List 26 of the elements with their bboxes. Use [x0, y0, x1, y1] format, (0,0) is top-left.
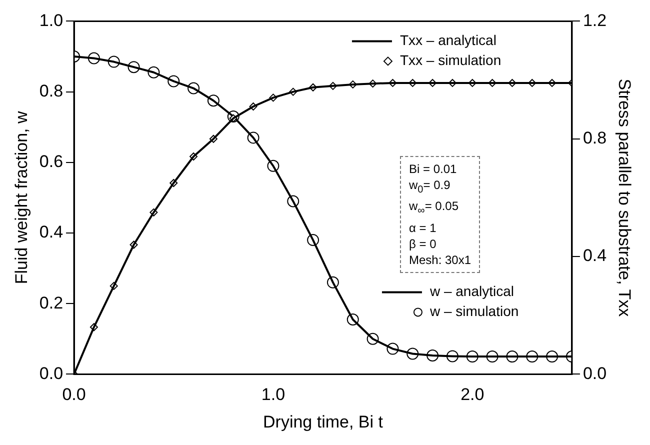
legend-label: Txx – analytical: [400, 32, 496, 48]
annotation: Bi = 0.01: [409, 161, 458, 177]
annotation: Mesh: 30x1: [409, 252, 472, 268]
y-tick-label: 1.0: [39, 10, 64, 30]
x-tick-label: 0.0: [62, 385, 86, 404]
y2-tick-label: 0.8: [582, 128, 607, 148]
annotation: α = 1: [409, 220, 438, 236]
y2-tick-label: 0.0: [582, 364, 607, 383]
x-tick-label: 1.0: [261, 385, 286, 404]
legend-label: w – analytical: [428, 283, 514, 300]
legend-label: w – simulation: [428, 303, 519, 320]
annotation: w$_{∞}$= 0.05: [409, 198, 460, 219]
y-tick-label: 0.4: [39, 222, 64, 242]
legend-label: Txx – simulation: [400, 52, 502, 68]
y-tick-label: 0.6: [39, 152, 64, 172]
x-axis-title: Drying time, Bi t: [263, 412, 384, 432]
y2-tick-label: 1.2: [582, 10, 607, 30]
y-axis-title: Fluid weight fraction, w: [12, 110, 31, 284]
y-tick-label: 0.2: [39, 293, 64, 312]
y2-axis-title: Stress parallel to substrate, Txx: [615, 78, 634, 318]
annotation: β = 0: [409, 236, 438, 252]
annotation: w$_{0}$= 0.9: [409, 177, 452, 198]
y-tick-label: 0.8: [39, 81, 64, 100]
y2-tick-label: 0.4: [582, 246, 607, 266]
y-tick-label: 0.0: [39, 364, 64, 383]
x-tick-label: 2.0: [460, 385, 484, 404]
